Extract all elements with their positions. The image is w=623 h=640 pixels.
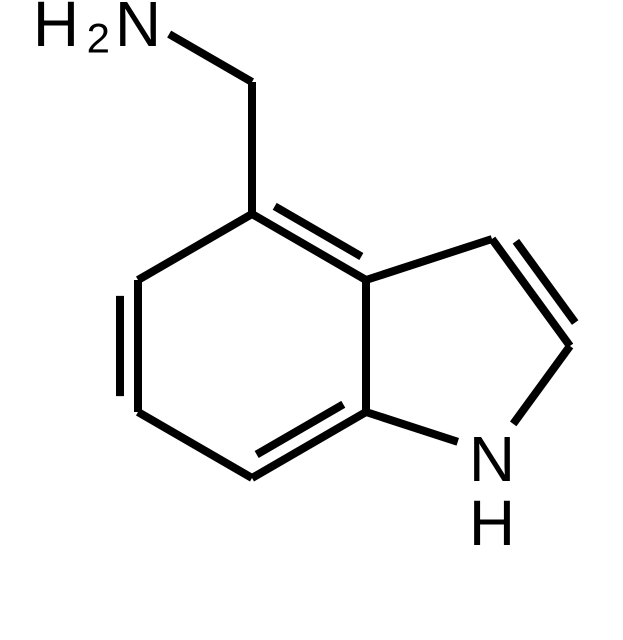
svg-text:N: N [469,423,515,495]
svg-text:H: H [469,487,515,559]
svg-text:2: 2 [87,15,110,62]
svg-text:N: N [115,0,161,60]
svg-text:H: H [33,0,79,60]
molecule-canvas: N2HNH [0,0,623,640]
